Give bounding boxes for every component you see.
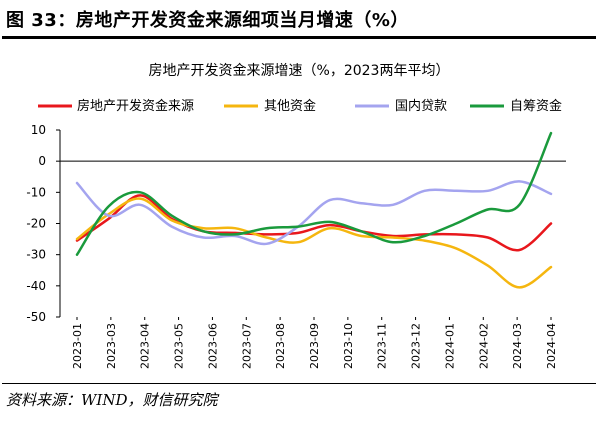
legend-label-4: 自筹资金 — [510, 98, 562, 114]
x-tick-label: 2024-02 — [477, 323, 490, 369]
y-tick-label: -10 — [26, 185, 46, 199]
x-tick-label: 2023-08 — [274, 323, 287, 369]
footer-rule — [2, 383, 596, 384]
header-rule — [2, 36, 596, 39]
series-line-4 — [75, 131, 553, 256]
chart-plot-area — [75, 131, 553, 289]
x-tick-label: 2023-10 — [342, 323, 355, 369]
legend-label-1: 房地产开发资金来源 — [77, 98, 194, 114]
y-tick-label: -30 — [26, 248, 46, 262]
figure-title: 图 33：房地产开发资金来源细项当月增速（%） — [6, 10, 409, 31]
x-tick-label: 2024-04 — [545, 323, 558, 369]
x-tick-label: 2024-03 — [511, 323, 524, 369]
x-tick-label: 2023-01 — [71, 323, 84, 369]
source-note: 资料来源：WIND，财信研究院 — [6, 391, 218, 409]
y-tick-label: 0 — [38, 154, 46, 168]
x-tick-label: 2024-01 — [443, 323, 456, 369]
legend-label-2: 其他资金 — [264, 98, 316, 114]
figure-header: 图 33：房地产开发资金来源细项当月增速（%） — [0, 0, 598, 39]
x-tick-label: 2023-09 — [308, 323, 321, 369]
x-tick-label: 2023-12 — [410, 323, 423, 369]
x-tick-label: 2023-06 — [206, 323, 219, 369]
y-tick-label: -50 — [26, 310, 46, 324]
chart-axes: 10 0 -10 -20 -30 -40 -50 2023-01 2023-03 2023-04 2… — [26, 123, 566, 369]
x-tick-label: 2023-04 — [139, 323, 152, 369]
series-line-2 — [75, 197, 553, 289]
legend-label-3: 国内贷款 — [395, 98, 447, 114]
chart-title: 房地产开发资金来源增速（%，2023两年平均） — [149, 63, 450, 79]
series-line-1 — [75, 194, 553, 252]
x-tick-label: 2023-03 — [105, 323, 118, 369]
x-tick-label: 2023-05 — [173, 323, 186, 369]
line-chart: 房地产开发资金来源增速（%，2023两年平均） 房地产开发资金来源 其他资金 国内贷… — [26, 63, 566, 369]
y-tick-label: -20 — [26, 217, 46, 231]
series-line-3 — [75, 180, 553, 246]
chart-legend: 房地产开发资金来源 其他资金 国内贷款 自筹资金 — [38, 98, 562, 114]
y-tick-label: 10 — [31, 123, 46, 137]
y-tick-label: -40 — [26, 279, 46, 293]
x-tick-label: 2023-11 — [376, 323, 389, 369]
x-tick-label: 2023-07 — [240, 323, 253, 369]
